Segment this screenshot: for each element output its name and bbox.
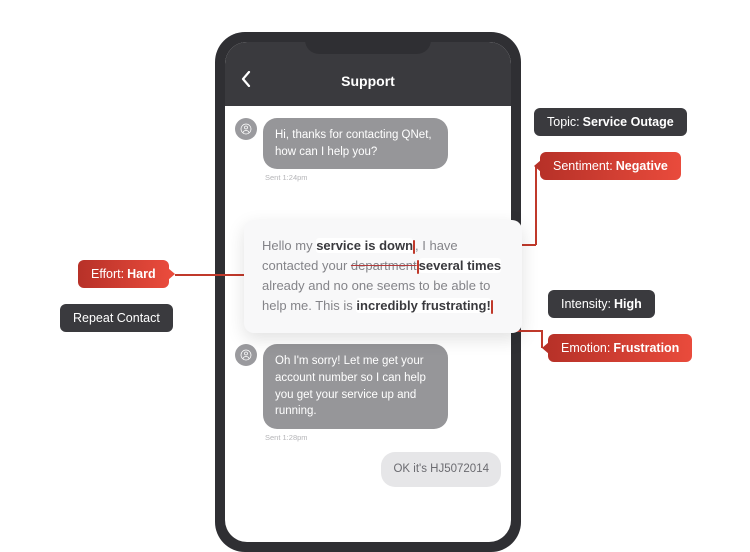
msg-text: Hello my [262, 238, 316, 253]
highlight-frustrating: incredibly frustrating! [356, 298, 490, 313]
highlight-marker-icon [491, 300, 493, 314]
connector-line [535, 166, 537, 245]
agent-avatar-icon [235, 344, 257, 366]
tag-label: Topic: [547, 115, 580, 129]
tag-effort: Effort:Hard [78, 260, 169, 288]
tag-sentiment: Sentiment:Negative [540, 152, 681, 180]
message-timestamp: Sent 1:24pm [265, 173, 501, 182]
tag-label: Emotion: [561, 341, 610, 355]
agent-message-bubble: Hi, thanks for contacting QNet, how can … [263, 118, 448, 169]
tag-value: Hard [127, 267, 155, 281]
agent-avatar-icon [235, 118, 257, 140]
tag-label: Effort: [91, 267, 124, 281]
back-icon[interactable] [241, 71, 269, 92]
tag-intensity: Intensity:High [548, 290, 655, 318]
phone-notch [305, 32, 431, 54]
message-timestamp: Sent 1:28pm [265, 433, 501, 442]
agent-message-bubble: Oh I'm sorry! Let me get your account nu… [263, 344, 448, 429]
user-message-bubble: OK it's HJ5072014 [381, 452, 501, 487]
tag-value: Negative [616, 159, 668, 173]
message-row-agent: Hi, thanks for contacting QNet, how can … [235, 118, 501, 169]
tag-emotion: Emotion:Frustration [548, 334, 692, 362]
highlight-several-times: several times [419, 258, 501, 273]
message-row-user: OK it's HJ5072014 [235, 452, 501, 487]
header-title: Support [269, 73, 467, 89]
tag-value: Service Outage [583, 115, 674, 129]
tag-repeat-contact: Repeat Contact [60, 304, 173, 332]
tag-value: Frustration [613, 341, 679, 355]
tag-topic: Topic:Service Outage [534, 108, 687, 136]
tag-label: Intensity: [561, 297, 611, 311]
tag-label: Repeat Contact [73, 311, 160, 325]
message-row-agent: Oh I'm sorry! Let me get your account nu… [235, 344, 501, 429]
highlighted-user-message: Hello my service is down, I have contact… [244, 220, 522, 333]
tag-label: Sentiment: [553, 159, 613, 173]
strikethrough-text: department [351, 258, 417, 273]
highlight-service-down: service is down [316, 238, 413, 253]
tag-value: High [614, 297, 642, 311]
